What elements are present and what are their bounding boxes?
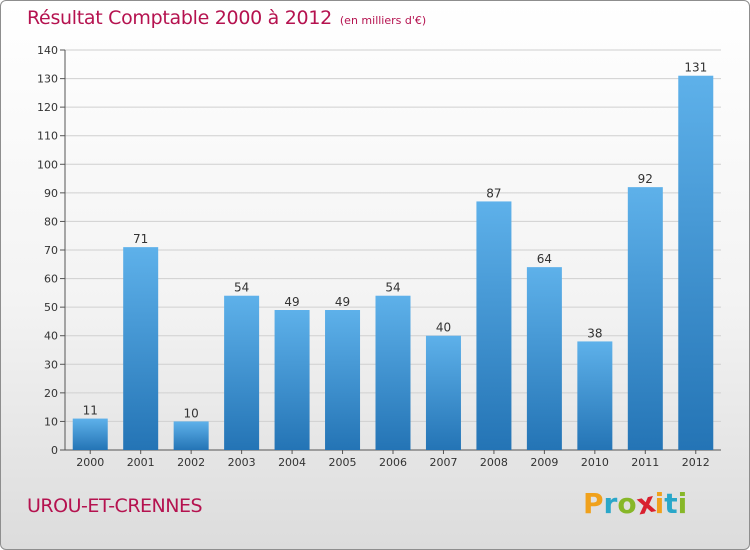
y-tick-label: 10 xyxy=(44,415,58,428)
x-tick-label-2005: 2005 xyxy=(329,456,357,469)
y-tick-label: 80 xyxy=(44,215,58,228)
logo-letter: P xyxy=(583,487,604,520)
proxiti-logo: Proxiti xyxy=(583,485,688,521)
x-tick-label-2004: 2004 xyxy=(278,456,306,469)
y-tick-label: 110 xyxy=(37,130,58,143)
data-label-2009: 64 xyxy=(537,252,552,266)
y-tick-label: 120 xyxy=(37,101,58,114)
data-label-2002: 10 xyxy=(184,406,199,420)
logo-letter: r xyxy=(603,487,618,520)
data-label-2012: 131 xyxy=(684,61,707,75)
x-tick-label-2000: 2000 xyxy=(76,456,104,469)
y-tick-label: 70 xyxy=(44,244,58,257)
data-label-2005: 49 xyxy=(335,295,350,309)
y-tick-label: 60 xyxy=(44,273,58,286)
bar-2002 xyxy=(173,421,209,450)
logo-letter: o xyxy=(617,487,637,520)
logo-letter: t xyxy=(664,487,678,520)
data-label-2001: 71 xyxy=(133,232,148,246)
bar-2010 xyxy=(577,341,613,450)
bar-2006 xyxy=(375,295,411,450)
x-tick-label-2007: 2007 xyxy=(429,456,457,469)
x-tick-label-2010: 2010 xyxy=(581,456,609,469)
bar-2005 xyxy=(325,310,361,450)
y-tick-label: 20 xyxy=(44,387,58,400)
x-tick-label-2002: 2002 xyxy=(177,456,205,469)
x-tick-label-2003: 2003 xyxy=(228,456,256,469)
data-label-2003: 54 xyxy=(234,281,249,295)
logo-letter: i xyxy=(677,487,688,520)
x-tick-label-2009: 2009 xyxy=(530,456,558,469)
y-tick-label: 130 xyxy=(37,73,58,86)
chart-title: Résultat Comptable 2000 à 2012 (en millie… xyxy=(27,7,426,29)
y-tick-label: 90 xyxy=(44,187,58,200)
bar-2000 xyxy=(72,418,108,450)
data-label-2007: 40 xyxy=(436,321,451,335)
bar-2009 xyxy=(526,267,562,450)
x-tick-label-2001: 2001 xyxy=(127,456,155,469)
y-tick-label: 140 xyxy=(37,44,58,57)
labels: 11 2000 71 2001 10 2002 54 2003 49 2004 49 2005 54 20… xyxy=(76,61,710,469)
x-tick-label-2011: 2011 xyxy=(631,456,659,469)
bar-2001 xyxy=(123,247,159,450)
x-tick-label-2006: 2006 xyxy=(379,456,407,469)
bars xyxy=(72,75,714,450)
bar-2012 xyxy=(678,75,714,450)
data-label-2011: 92 xyxy=(638,172,653,186)
y-tick-label: 0 xyxy=(51,444,58,457)
data-label-2004: 49 xyxy=(284,295,299,309)
y-tick-label: 40 xyxy=(44,330,58,343)
y-tick-label: 50 xyxy=(44,301,58,314)
data-label-2008: 87 xyxy=(486,186,501,200)
bar-2003 xyxy=(224,295,260,450)
bar-2007 xyxy=(425,335,461,450)
x-tick-label-2008: 2008 xyxy=(480,456,508,469)
y-tick-label: 100 xyxy=(37,158,58,171)
city-name: UROU-ET-CRENNES xyxy=(27,495,203,517)
data-label-2000: 11 xyxy=(83,404,98,418)
chart-subtitle: (en milliers d'€) xyxy=(339,14,427,27)
bar-2011 xyxy=(627,187,663,450)
bar-2008 xyxy=(476,201,512,450)
x-tick-label-2012: 2012 xyxy=(682,456,710,469)
data-label-2006: 54 xyxy=(385,281,400,295)
logo-letter: i xyxy=(654,487,665,520)
chart-title-text: Résultat Comptable 2000 à 2012 xyxy=(27,7,332,29)
y-tick-label: 30 xyxy=(44,358,58,371)
bar-2004 xyxy=(274,310,310,450)
data-label-2010: 38 xyxy=(587,326,602,340)
